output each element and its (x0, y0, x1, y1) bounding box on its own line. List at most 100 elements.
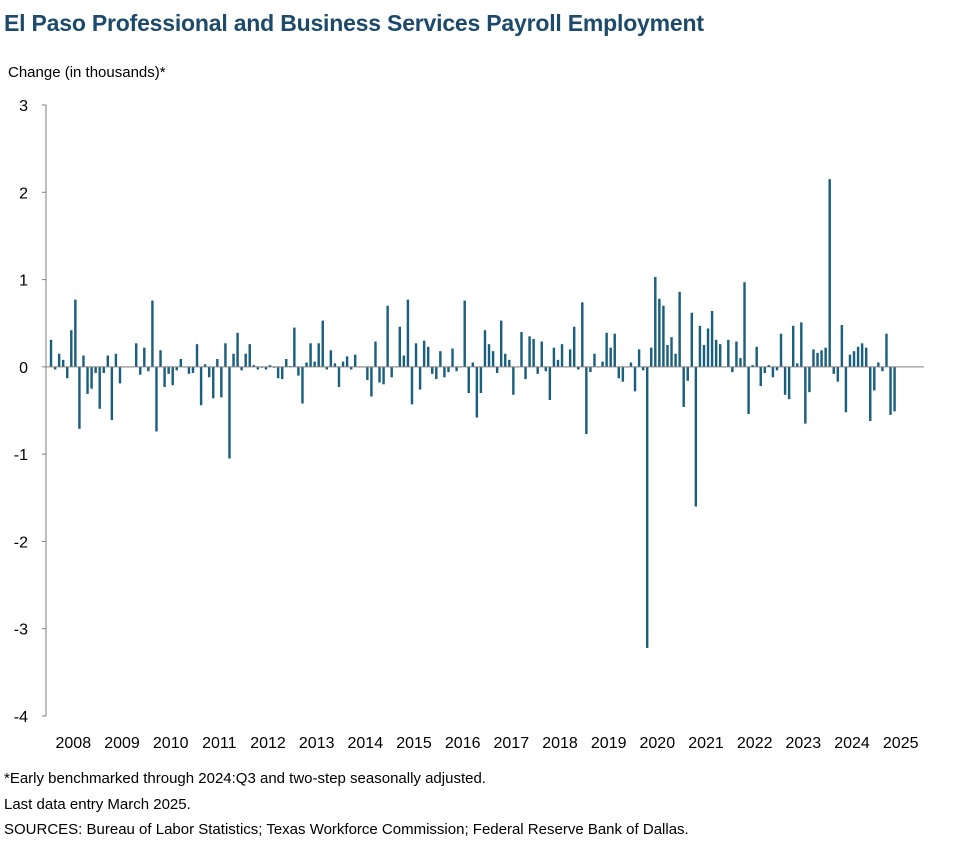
bar (552, 347, 556, 367)
bar (386, 305, 389, 367)
bar (102, 366, 105, 373)
bar (504, 353, 507, 367)
bar (637, 349, 641, 367)
bar (621, 366, 625, 382)
bar (585, 366, 588, 435)
bar (171, 366, 174, 386)
bar (796, 363, 799, 367)
bar (577, 366, 580, 370)
bar (163, 366, 166, 387)
bar (678, 291, 681, 367)
bar (787, 366, 791, 400)
bar (256, 366, 260, 370)
bar (536, 366, 539, 374)
bar (483, 330, 487, 367)
bar (349, 366, 353, 370)
bar (305, 362, 308, 367)
bar (524, 366, 527, 380)
bar (682, 366, 685, 408)
bar (528, 336, 531, 367)
bar (654, 276, 657, 367)
bar (613, 333, 616, 367)
bar (869, 366, 872, 421)
bar (248, 344, 251, 367)
x-tick-label: 2023 (786, 735, 822, 752)
bar (852, 351, 856, 367)
bar (426, 346, 430, 367)
x-tick-label: 2022 (737, 735, 773, 752)
bar (848, 354, 852, 367)
bar (645, 366, 649, 648)
bar (544, 366, 548, 372)
bar (382, 366, 385, 385)
bar (53, 366, 57, 370)
bar (86, 366, 89, 394)
bar (321, 320, 324, 367)
bar (881, 366, 884, 372)
bar (832, 366, 835, 374)
bar (617, 366, 621, 379)
bar (224, 343, 227, 367)
y-tick-label: -1 (14, 447, 28, 464)
bar (232, 353, 235, 367)
x-tick-label: 2025 (883, 735, 919, 752)
bar (751, 365, 754, 367)
bar (143, 347, 146, 367)
bar (252, 365, 256, 367)
bar (264, 366, 268, 370)
bar (268, 365, 272, 367)
bar (779, 333, 783, 367)
bar (791, 325, 795, 367)
x-tick-label: 2024 (834, 735, 870, 752)
bar (747, 366, 750, 414)
bar (662, 305, 665, 367)
chart-plot-area: 3 2 1 0 -1 -2 -3 -4 2008 2009 2010 2011 2012 2013 201… (14, 98, 924, 752)
bar (706, 328, 710, 367)
bar (804, 366, 807, 424)
bar (370, 366, 373, 397)
bar (800, 322, 803, 367)
bar (702, 345, 706, 367)
x-tick-label: 2020 (640, 735, 676, 752)
bar (280, 366, 284, 380)
bar (195, 344, 199, 367)
bar (487, 344, 491, 367)
chart-title: El Paso Professional and Business Servic… (4, 10, 704, 36)
bar (593, 353, 596, 367)
bar (605, 332, 608, 367)
bar (674, 353, 677, 367)
x-tick-label: 2021 (688, 735, 724, 752)
bar (771, 366, 775, 378)
bar (337, 366, 341, 387)
bar (57, 353, 61, 367)
bar (374, 341, 377, 367)
bar (495, 366, 499, 373)
bar (499, 320, 503, 367)
x-tick-label: 2019 (591, 735, 627, 752)
bars-group (49, 179, 896, 648)
bar (629, 362, 633, 367)
bar (540, 341, 543, 367)
bar (240, 366, 243, 371)
bar (532, 338, 535, 367)
bar (824, 347, 827, 367)
bar (658, 298, 661, 367)
bar (98, 366, 101, 409)
bar (893, 366, 896, 412)
bar (422, 340, 426, 367)
bar (406, 299, 410, 367)
bar (808, 366, 811, 393)
sources-note: SOURCES: Bureau of Labor Statistics; Tex… (4, 821, 689, 838)
bar (228, 366, 231, 459)
bar (455, 366, 458, 372)
bar (134, 343, 138, 367)
x-tick-label: 2012 (250, 735, 286, 752)
x-tick-label: 2010 (153, 735, 189, 752)
bar (560, 344, 564, 367)
bar (467, 366, 470, 394)
y-tick-label: -4 (14, 709, 28, 726)
bar (508, 359, 511, 367)
bar (828, 179, 831, 367)
bar (718, 344, 722, 367)
bar (317, 343, 320, 367)
